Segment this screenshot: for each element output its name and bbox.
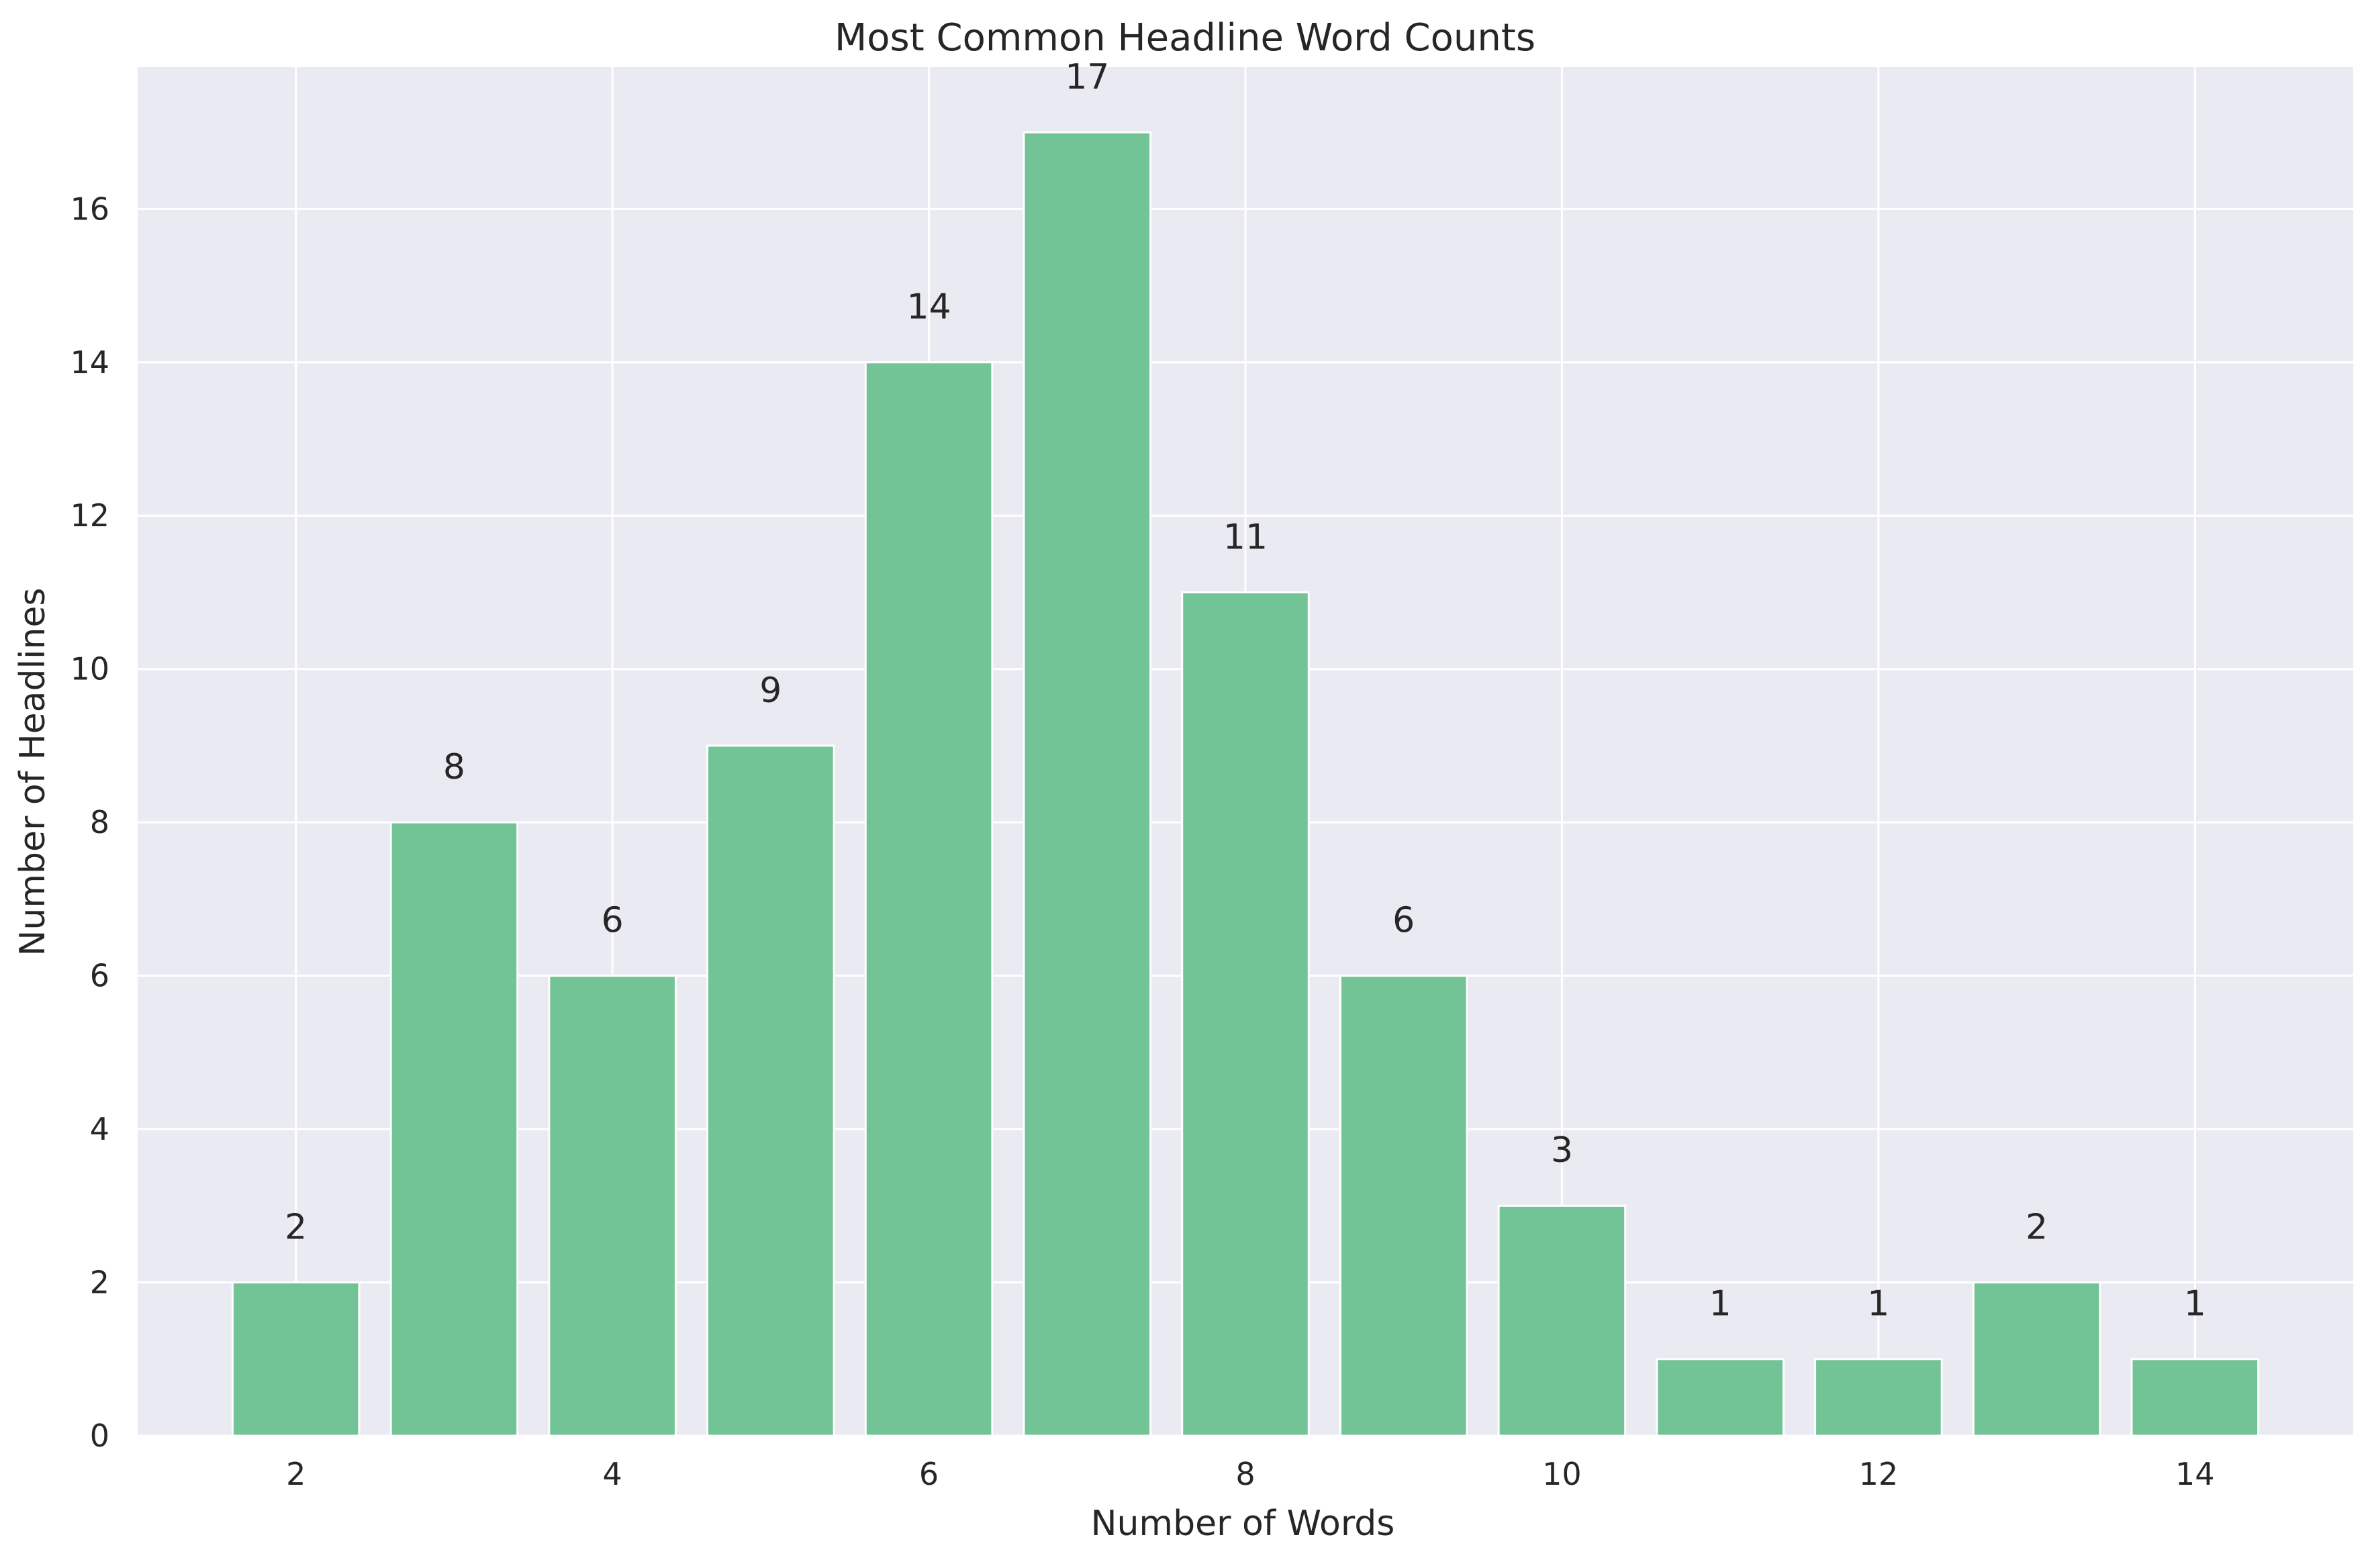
y-tick-label: 8 (90, 804, 109, 840)
bar (1972, 1281, 2101, 1437)
x-tick-label: 6 (919, 1456, 939, 1492)
bar-value-label: 8 (443, 747, 465, 787)
bar (1814, 1358, 1943, 1437)
bar (1023, 131, 1152, 1437)
bar-value-label: 14 (906, 287, 951, 328)
bar-value-label: 6 (602, 901, 624, 941)
bar-value-label: 17 (1065, 57, 1109, 97)
y-tick-label: 10 (70, 651, 109, 687)
x-tick-label: 10 (1542, 1456, 1582, 1492)
x-axis-label: Number of Words (1091, 1504, 1395, 1544)
bar (548, 975, 677, 1437)
bar (1181, 591, 1310, 1437)
y-tick-label: 4 (90, 1111, 109, 1147)
y-tick-label: 14 (70, 344, 109, 381)
y-axis-label: Number of Headlines (13, 588, 53, 957)
x-tick-label: 8 (1235, 1456, 1255, 1492)
x-tick-label: 4 (603, 1456, 622, 1492)
bar (1497, 1204, 1627, 1437)
bar-value-label: 11 (1223, 517, 1268, 557)
bar (389, 821, 519, 1437)
bar (2130, 1358, 2260, 1437)
bar-value-label: 1 (2184, 1284, 2206, 1324)
bar-value-label: 3 (1551, 1130, 1573, 1171)
bar-value-label: 6 (1392, 901, 1415, 941)
bar-value-label: 1 (1709, 1284, 1732, 1324)
bars (231, 131, 2260, 1437)
bar-value-label: 2 (285, 1207, 307, 1247)
x-tick-label: 2 (286, 1456, 305, 1492)
y-tick-label: 12 (70, 497, 109, 534)
bar (1656, 1358, 1785, 1437)
bar-value-label: 1 (1867, 1284, 1889, 1324)
y-tick-label: 2 (90, 1265, 109, 1301)
y-tick-label: 16 (70, 191, 109, 227)
y-tick-label: 6 (90, 958, 109, 994)
bar (864, 361, 994, 1437)
bar-value-label: 9 (759, 671, 781, 711)
bar (231, 1281, 361, 1437)
bar-value-label: 2 (2026, 1207, 2048, 1247)
bar (706, 744, 835, 1437)
x-tick-label: 12 (1859, 1456, 1899, 1492)
chart-title: Most Common Headline Word Counts (835, 16, 1535, 60)
bar (1339, 975, 1468, 1437)
x-tick-label: 14 (2175, 1456, 2215, 1492)
y-tick-label: 0 (90, 1418, 109, 1454)
